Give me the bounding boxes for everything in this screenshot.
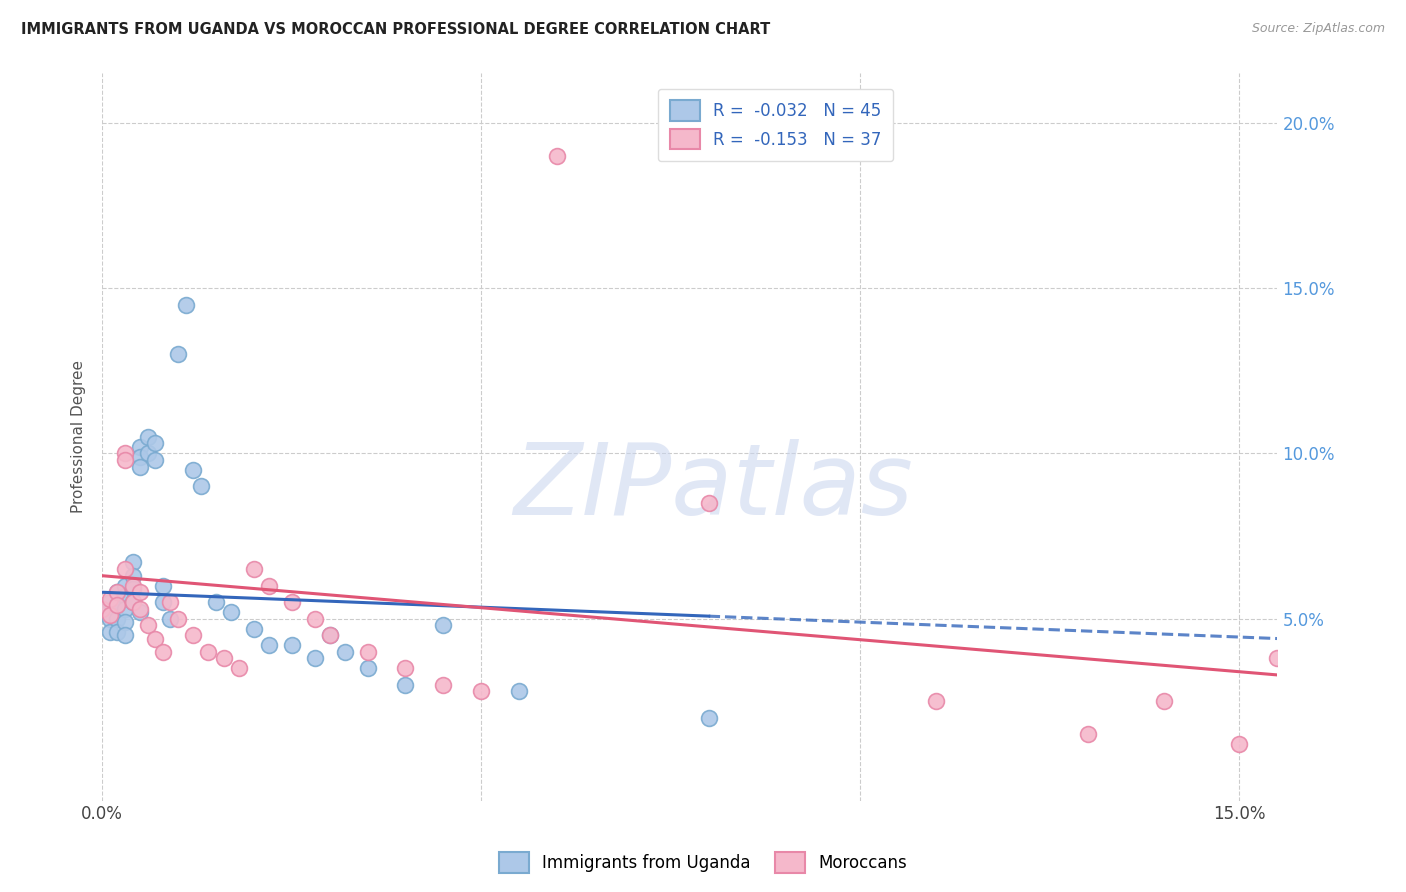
Point (114, 589, 136, 603)
Point (129, 459, 152, 474)
Point (167, 612, 190, 626)
Point (152, 645, 174, 659)
Point (105, 624, 128, 639)
Text: IMMIGRANTS FROM UGANDA VS MOROCCAN PROFESSIONAL DEGREE CORRELATION CHART: IMMIGRANTS FROM UGANDA VS MOROCCAN PROFE… (21, 22, 770, 37)
Point (281, 638, 304, 652)
Point (121, 595, 143, 609)
Point (136, 618, 159, 632)
Point (105, 599, 128, 613)
Point (98, 591, 121, 606)
Point (143, 436, 166, 450)
Point (1077, 727, 1099, 741)
Point (174, 297, 197, 311)
Point (167, 347, 190, 361)
Point (129, 450, 152, 464)
Point (114, 579, 136, 593)
Point (98, 595, 121, 609)
Point (152, 595, 174, 609)
Point (228, 661, 250, 675)
Point (243, 562, 266, 576)
Point (925, 694, 948, 708)
Point (114, 615, 136, 629)
Point (114, 562, 136, 576)
Point (1153, 694, 1175, 708)
Point (304, 612, 326, 626)
Point (243, 622, 266, 636)
Point (1267, 651, 1289, 665)
Point (121, 556, 143, 570)
Point (129, 440, 152, 454)
Point (1229, 738, 1251, 752)
Point (136, 446, 159, 460)
Point (197, 645, 219, 659)
Legend: R =  -0.032   N = 45, R =  -0.153   N = 37: R = -0.032 N = 45, R = -0.153 N = 37 (658, 88, 893, 161)
Point (697, 711, 720, 725)
Point (105, 585, 128, 599)
Point (257, 638, 280, 652)
Point (394, 678, 416, 692)
Point (470, 684, 492, 698)
Point (356, 661, 378, 675)
Point (114, 601, 136, 615)
Point (105, 599, 128, 613)
Text: ZIPatlas: ZIPatlas (513, 439, 914, 536)
Point (98, 612, 121, 626)
Point (105, 612, 128, 626)
Point (432, 618, 454, 632)
Point (143, 453, 166, 467)
Point (152, 579, 174, 593)
Point (205, 595, 228, 609)
Point (281, 595, 304, 609)
Point (333, 645, 356, 659)
Point (129, 605, 152, 619)
Point (121, 579, 143, 593)
Point (129, 585, 152, 599)
Point (105, 585, 128, 599)
Point (98, 624, 121, 639)
Point (98, 608, 121, 623)
Point (159, 595, 181, 609)
Point (121, 568, 143, 582)
Point (121, 582, 143, 596)
Point (432, 678, 454, 692)
Point (114, 628, 136, 642)
Point (356, 645, 378, 659)
Point (257, 579, 280, 593)
Point (136, 430, 159, 444)
Legend: Immigrants from Uganda, Moroccans: Immigrants from Uganda, Moroccans (492, 846, 914, 880)
Point (508, 684, 530, 698)
Point (114, 446, 136, 460)
Point (159, 612, 181, 626)
Point (212, 651, 235, 665)
Point (304, 651, 326, 665)
Text: Source: ZipAtlas.com: Source: ZipAtlas.com (1251, 22, 1385, 36)
Point (546, 149, 568, 163)
Point (318, 628, 340, 642)
Point (181, 628, 204, 642)
Point (91, 601, 114, 615)
Point (181, 463, 204, 477)
Point (129, 601, 152, 615)
Point (394, 661, 416, 675)
Point (190, 479, 212, 493)
Point (91, 601, 114, 615)
Point (114, 453, 136, 467)
Point (318, 628, 340, 642)
Point (121, 595, 143, 609)
Point (143, 632, 166, 646)
Y-axis label: Professional Degree: Professional Degree (72, 360, 86, 513)
Point (697, 496, 720, 510)
Point (219, 605, 242, 619)
